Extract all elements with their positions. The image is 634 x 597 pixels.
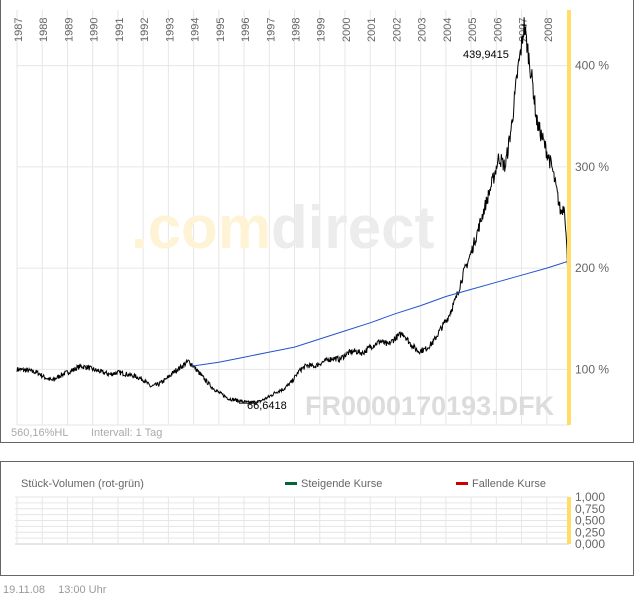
footer-time: 13:00 Uhr [58,584,107,596]
x-tick-label: 2008 [543,18,555,42]
legend-up-swatch [285,482,297,485]
x-tick-label: 1991 [114,18,126,42]
volume-title: Stück-Volumen (rot-grün) [21,478,144,490]
price-chart-panel: 1987 1988 1989 1990 1991 1992 1993 1994 1995 1996… [0,0,634,443]
current-date-marker [567,497,571,544]
watermark-com: .com [131,194,271,261]
volume-chart: Stück-Volumen (rot-grün) Steigende Kurse… [15,478,605,551]
symbol-watermark: FR0000170193.DFK [305,391,555,421]
x-tick-label: 1999 [316,18,328,42]
price-chart: 1987 1988 1989 1990 1991 1992 1993 1994 1995 1996… [11,10,609,439]
y-tick-label: 200 % [575,261,609,275]
x-tick-label: 2006 [492,18,504,42]
x-tick-label: 1994 [190,18,202,42]
y-tick-label: 300 % [575,160,609,174]
volume-y-tick-label: 0,250 [575,525,605,539]
x-tick-label: 2002 [391,18,403,42]
x-tick-label: 1988 [38,18,50,42]
range-info: 560,16%HL [11,427,69,439]
volume-y-tick-label: 0,000 [575,537,605,551]
legend-down-label: Fallende Kurse [472,478,546,490]
legend-down-swatch [456,482,468,485]
series-line-moving-average [191,260,570,367]
footer-date: 19.11.08 [3,584,46,596]
x-tick-label: 1996 [240,18,252,42]
x-tick-label: 1998 [291,18,303,42]
x-tick-label: 1992 [139,18,151,42]
x-tick-label: 2003 [417,18,429,42]
footer: 19.11.08 13:00 Uhr [3,584,116,596]
volume-y-tick-label: 0,750 [575,502,605,516]
volume-y-tick-label: 1,000 [575,490,605,504]
x-tick-label: 1995 [215,18,227,42]
x-tick-label: 1987 [13,18,25,42]
watermark-direct: direct [271,194,434,261]
x-tick-label: 2005 [467,18,479,42]
x-tick-label: 2000 [341,18,353,42]
volume-chart-panel: Stück-Volumen (rot-grün) Steigende Kurse… [0,461,634,576]
legend-up-label: Steigende Kurse [301,478,382,490]
current-date-marker [567,10,571,425]
x-tick-label: 2004 [442,18,454,42]
x-tick-label: 1993 [164,18,176,42]
high-label: 439,9415 [463,49,509,61]
y-tick-label: 100 % [575,362,609,376]
series-line-price [16,17,570,405]
x-tick-label: 1989 [63,18,75,42]
x-tick-label: 1990 [89,18,101,42]
x-tick-label: 1997 [265,18,277,42]
interval-info: Intervall: 1 Tag [91,427,162,439]
y-tick-label: 400 % [575,59,609,73]
watermark: .comdirect [131,194,434,261]
x-tick-label: 2001 [366,18,378,42]
low-label: 66,6418 [247,400,287,412]
volume-y-tick-label: 0,500 [575,514,605,528]
